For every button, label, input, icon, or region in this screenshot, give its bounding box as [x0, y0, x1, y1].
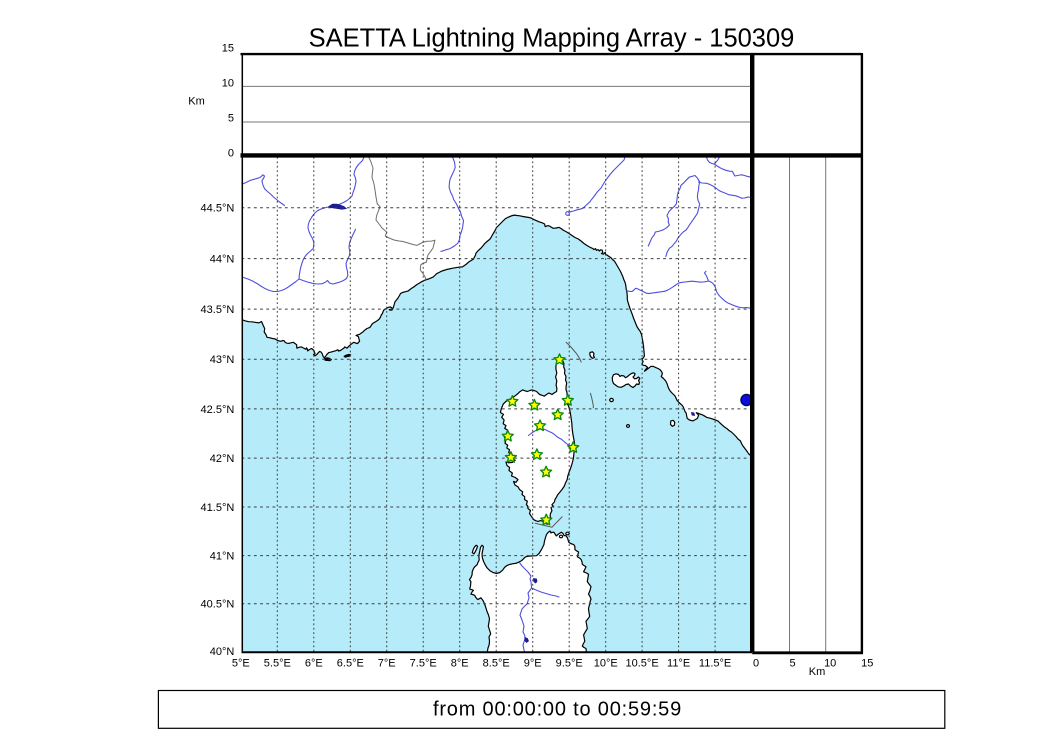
svg-text:5°E: 5°E — [232, 658, 250, 670]
svg-text:11°E: 11°E — [667, 658, 690, 670]
svg-text:9°E: 9°E — [524, 658, 542, 670]
svg-text:42°N: 42°N — [210, 453, 235, 465]
svg-text:15: 15 — [861, 658, 873, 670]
svg-text:43.5°N: 43.5°N — [201, 304, 235, 316]
svg-text:44.5°N: 44.5°N — [201, 203, 235, 215]
svg-text:43°N: 43°N — [210, 354, 235, 366]
svg-text:44°N: 44°N — [210, 254, 235, 266]
svg-text:0: 0 — [228, 148, 234, 160]
svg-text:5: 5 — [228, 113, 234, 125]
svg-text:10: 10 — [222, 77, 234, 89]
svg-text:41°N: 41°N — [210, 551, 235, 563]
svg-text:8.5°E: 8.5°E — [483, 658, 510, 670]
svg-text:6°E: 6°E — [305, 658, 323, 670]
svg-text:Km: Km — [809, 666, 826, 678]
svg-text:40°N: 40°N — [210, 646, 235, 658]
svg-text:10: 10 — [824, 658, 836, 670]
svg-text:11.5°E: 11.5°E — [699, 658, 731, 670]
svg-text:40.5°N: 40.5°N — [201, 599, 235, 611]
svg-text:15: 15 — [222, 43, 234, 55]
svg-text:8°E: 8°E — [451, 658, 469, 670]
svg-text:0: 0 — [753, 658, 759, 670]
svg-text:Km: Km — [188, 96, 205, 108]
svg-text:10.5°E: 10.5°E — [626, 658, 659, 670]
svg-text:42.5°N: 42.5°N — [201, 404, 235, 416]
svg-text:SAETTA Lightning Mapping Array: SAETTA Lightning Mapping Array - 150309 — [309, 25, 795, 53]
svg-text:10°E: 10°E — [594, 658, 618, 670]
svg-text:41.5°N: 41.5°N — [201, 502, 235, 514]
svg-text:6.5°E: 6.5°E — [337, 658, 364, 670]
svg-text:9.5°E: 9.5°E — [556, 658, 583, 670]
svg-text:5.5°E: 5.5°E — [264, 658, 291, 670]
svg-text:5: 5 — [790, 658, 796, 670]
svg-text:7.5°E: 7.5°E — [410, 658, 437, 670]
svg-text:7°E: 7°E — [378, 658, 396, 670]
svg-text:from 00:00:00 to 00:59:59: from 00:00:00 to 00:59:59 — [433, 699, 682, 721]
